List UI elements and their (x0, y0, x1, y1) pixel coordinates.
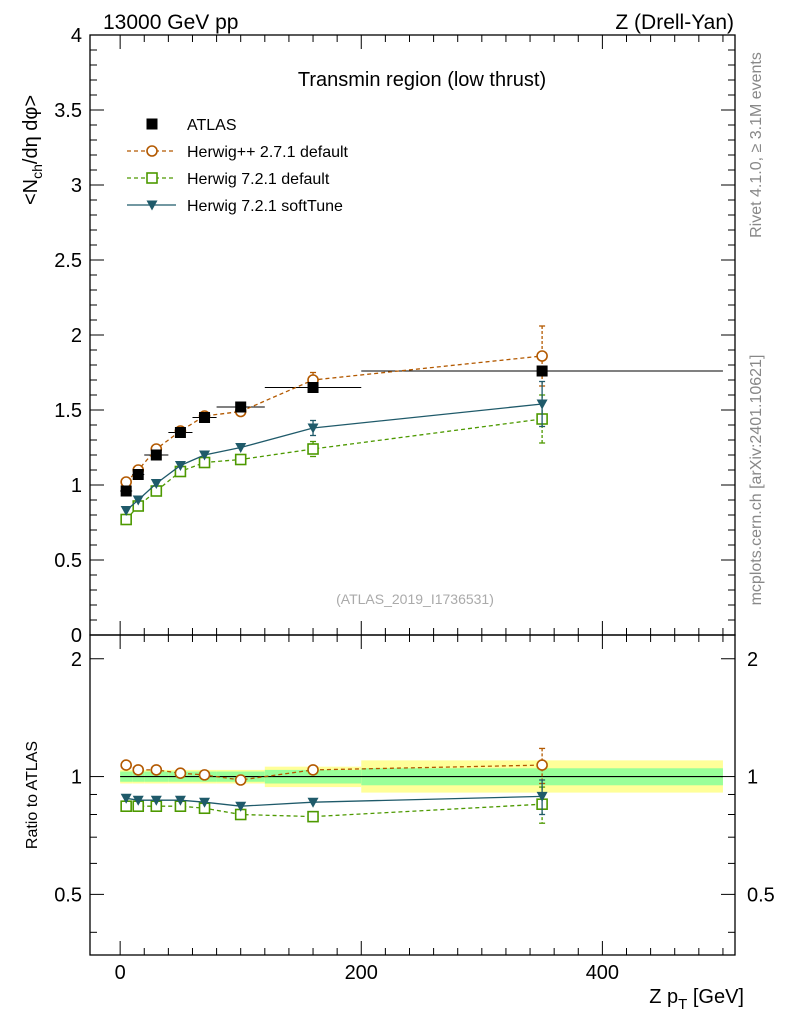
ratio-ytick-label-right: 0.5 (747, 884, 775, 906)
main-point-atlas (174, 427, 186, 438)
ratio-point-herwigpp (132, 764, 145, 776)
main-point-herwigpp (536, 350, 548, 362)
ratio-point-herwigpp (174, 767, 187, 780)
ratio-panel: 0.5 0.5 1 1 2 2 0 200 400 (54, 634, 775, 984)
ratio-point-herwigpp (234, 774, 247, 786)
ratio-xtick-label: 200 (345, 962, 378, 984)
ratio-line-herwig721 (126, 803, 543, 818)
main-point-softtune (150, 479, 162, 489)
ratio-xtick-label: 400 (586, 962, 619, 984)
main-ytick-label: 2.5 (54, 250, 82, 272)
main-point-softtune (235, 443, 247, 453)
main-point-atlas (307, 382, 319, 393)
main-point-softtune (120, 506, 132, 516)
ratio-xlabel-rest: [GeV] (687, 986, 744, 1008)
ratio-ylabel: Ratio to ATLAS (24, 741, 41, 849)
main-point-softtune (536, 399, 548, 410)
side-rivet: Rivet 4.1.0, ≥ 3.1M events (748, 52, 765, 238)
main-ytick-label: 1.5 (54, 400, 82, 422)
ratio-point-herwig721 (307, 810, 319, 823)
ratio-xtick-label: 0 (115, 962, 126, 984)
main-ytick-label: 0 (71, 625, 82, 647)
ratio-point-softtune (150, 795, 162, 806)
main-point-atlas (150, 449, 162, 461)
main-line-herwigpp (125, 355, 543, 483)
main-ylabel: <Nch/dη dφ> (20, 95, 45, 205)
ratio-point-herwigpp (120, 759, 132, 771)
ratio-point-softtune (307, 797, 319, 808)
ratio-xlabel-main: Z p (649, 986, 678, 1008)
main-point-softtune (174, 461, 186, 471)
main-ytick-label: 1 (71, 475, 82, 497)
main-point-softtune (199, 450, 211, 461)
ratio-frame (89, 634, 736, 956)
main-line-herwig721 (125, 418, 543, 520)
legend-label-atlas: ATLAS (187, 117, 237, 134)
ratio-point-herwigpp (198, 769, 211, 781)
ratio-ytick-label-left: 0.5 (54, 884, 82, 906)
main-point-softtune (132, 495, 144, 506)
legend-marker-herwigpp (146, 145, 158, 157)
main-point-atlas (199, 412, 211, 423)
ratio-point-softtune (174, 795, 186, 806)
main-point-herwig721 (120, 513, 132, 526)
ratio-xlabel: Z pT [GeV] (649, 986, 744, 1013)
main-ytick-label: 4 (71, 25, 82, 47)
main-ylabel-sub: ch (29, 164, 45, 179)
main-series-herwig721 (120, 394, 548, 526)
ratio-point-softtune (536, 791, 548, 802)
main-point-atlas (235, 401, 247, 413)
legend-marker-herwig721 (146, 172, 158, 184)
ratio-point-herwigpp (536, 759, 548, 771)
legend: ATLAS Herwig++ 2.7.1 default Herwig 7.2.1 … (127, 117, 349, 215)
legend-marker-softtune (146, 200, 158, 211)
ratio-ytick-label-left: 1 (71, 767, 82, 789)
ratio-ytick-label-left: 2 (71, 649, 82, 671)
main-ytick-label: 2 (71, 325, 82, 347)
main-point-herwig721 (307, 443, 319, 455)
main-panel: 0 0.5 1 1.5 2 2.5 3 3.5 4 (54, 25, 736, 647)
main-ylabel-rest: /dη dφ> (20, 95, 42, 164)
ratio-series-softtune (120, 779, 548, 816)
legend-label-herwigpp: Herwig++ 2.7.1 default (187, 144, 349, 161)
main-ytick-label: 0.5 (54, 550, 82, 572)
ratio-xlabel-sub: T (678, 996, 687, 1013)
ratio-point-herwigpp (307, 764, 319, 776)
main-point-atlas (536, 365, 548, 377)
ratio-point-softtune (120, 793, 132, 804)
ratio-ytick-label-right: 1 (747, 767, 758, 789)
watermark-text: (ATLAS_2019_I1736531) (336, 591, 494, 607)
main-ytick-label: 3 (71, 175, 82, 197)
legend-label-herwig721: Herwig 7.2.1 default (187, 171, 330, 188)
header-left: 13000 GeV pp (103, 11, 238, 34)
main-title: Transmin region (low thrust) (298, 69, 546, 91)
ratio-ytick-label-right: 2 (747, 649, 758, 671)
ratio-point-softtune (132, 795, 144, 806)
ratio-point-softtune (199, 797, 211, 808)
main-series-atlas (120, 365, 548, 497)
main-point-herwig721 (234, 453, 247, 466)
main-line-softtune (125, 403, 543, 511)
main-point-atlas (132, 469, 144, 480)
ratio-series-herwigpp (120, 747, 548, 786)
ratio-point-softtune (235, 801, 247, 812)
ratio-line-softtune (126, 795, 543, 807)
main-series-softtune (120, 380, 548, 516)
main-ytick-label: 3.5 (54, 100, 82, 122)
ratio-point-herwigpp (150, 764, 163, 776)
main-point-softtune (307, 423, 319, 434)
legend-label-softtune: Herwig 7.2.1 softTune (187, 198, 343, 215)
legend-marker-atlas (146, 118, 158, 130)
main-point-atlas (120, 485, 132, 497)
header-right: Z (Drell-Yan) (615, 11, 734, 34)
side-mcplots: mcplots.cern.ch [arXiv:2401.10621] (748, 355, 765, 606)
main-ylabel-main: <N (20, 179, 42, 205)
